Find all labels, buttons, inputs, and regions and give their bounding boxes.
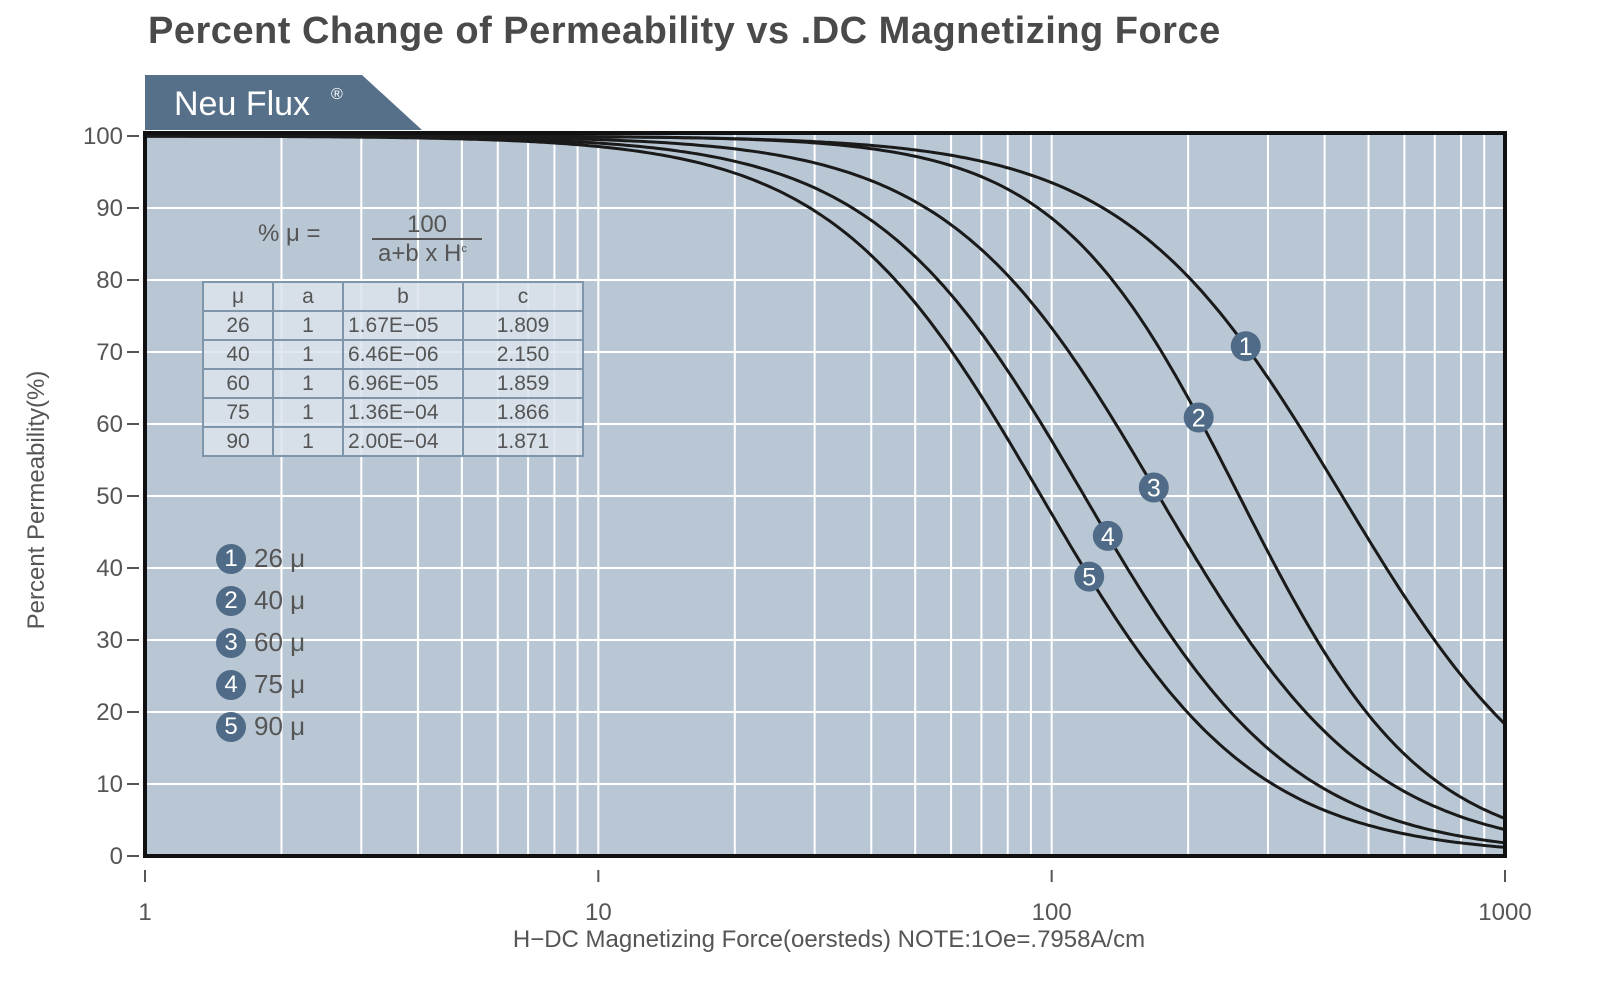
legend-marker: 3: [216, 627, 246, 658]
table-header: a: [272, 281, 344, 312]
y-tick-label: 20: [96, 699, 123, 726]
brand-tab-shape: [145, 75, 422, 130]
legend-label: 40 μ: [254, 585, 306, 615]
legend-item: 1 26 μ: [216, 543, 305, 574]
legend-label: 75 μ: [254, 669, 306, 699]
plot-area: [145, 133, 1505, 856]
table-header: b: [342, 281, 464, 312]
x-axis-label: H−DC Magnetizing Force(oersteds) NOTE:1O…: [512, 926, 1146, 953]
legend-item: 5 90 μ: [216, 711, 305, 742]
table-cell: 26: [202, 310, 274, 341]
legend-marker: 2: [216, 585, 246, 616]
legend-label: 90 μ: [254, 711, 306, 741]
formula-exponent: c: [461, 243, 467, 255]
markers: 1 2 3 45: [1074, 331, 1261, 592]
y-tick-label: 80: [96, 267, 123, 294]
table-cell: 2.150: [462, 339, 584, 370]
legend-marker: 5: [216, 711, 246, 742]
formula-lhs: % μ =: [258, 220, 321, 247]
formula-denominator-text: a+b x H: [378, 240, 462, 267]
y-tick-label: 0: [110, 843, 123, 870]
y-tick-label: 10: [96, 771, 123, 798]
coefficient-table: μ a b c 26 1 1.67E−05 1.809 40 1 6.46E−06 2.150…: [202, 281, 584, 457]
y-tick-label: 70: [96, 339, 123, 366]
table-row: 75 1 1.36E−04 1.866: [202, 397, 584, 428]
brand-name: Neu Flux: [174, 85, 310, 123]
y-tick-label: 50: [96, 483, 123, 510]
x-tick-label: 1: [138, 899, 151, 926]
y-axis-label: Percent Permeability(%): [23, 370, 50, 630]
series-marker-4: [1092, 520, 1123, 551]
table-cell: 1.866: [462, 397, 584, 428]
table-row: 40 1 6.46E−06 2.150: [202, 339, 584, 370]
series-marker-2: [1183, 402, 1214, 433]
table-cell: 1.36E−04: [342, 397, 464, 428]
y-tick-label: 60: [96, 411, 123, 438]
table-cell: 90: [202, 426, 274, 457]
series-marker-label: 2: [1192, 404, 1206, 432]
series-line-5: [144, 134, 1506, 849]
formula-numerator: 100: [372, 212, 482, 240]
brand-tab: Neu Flux ®: [145, 75, 422, 130]
table-cell: 1.859: [462, 368, 584, 399]
table-cell: 60: [202, 368, 274, 399]
series-marker-label: 3: [1147, 474, 1161, 502]
y-tick-label: 40: [96, 555, 123, 582]
table-cell: 1.67E−05: [342, 310, 464, 341]
legend-marker: 1: [216, 543, 246, 574]
legend-marker: 4: [216, 669, 246, 700]
table-cell: 1.871: [462, 426, 584, 457]
series-marker-label: 4: [1101, 523, 1115, 551]
grid: [145, 133, 1505, 856]
table-header: c: [462, 281, 584, 312]
x-tick-label: 10: [585, 899, 612, 926]
series-marker-5: [1074, 561, 1105, 592]
table-cell: 6.46E−06: [342, 339, 464, 370]
table-row: 26 1 1.67E−05 1.809: [202, 310, 584, 341]
table-cell: 1: [272, 310, 344, 341]
x-tick-label: 1000: [1478, 899, 1531, 926]
table-cell: 40: [202, 339, 274, 370]
table-header-row: μ a b c: [202, 281, 584, 312]
curves: [144, 134, 1507, 849]
formula-denominator: a+b x Hc: [378, 240, 467, 268]
series-marker-label: 1: [1239, 333, 1253, 361]
x-tick-label: 100: [1032, 899, 1072, 926]
legend-item: 3 60 μ: [216, 627, 305, 658]
table-cell: 1.809: [462, 310, 584, 341]
series-marker-3: [1138, 472, 1169, 503]
legend-item: 2 40 μ: [216, 585, 305, 616]
plot-frame: [143, 131, 1507, 858]
series-marker-label: 5: [1082, 564, 1096, 592]
table-cell: 2.00E−04: [342, 426, 464, 457]
y-tick-label: 100: [83, 123, 123, 150]
series-marker-1: [1230, 331, 1261, 362]
legend-label: 60 μ: [254, 627, 306, 657]
table-cell: 1: [272, 339, 344, 370]
table-cell: 1: [272, 368, 344, 399]
y-tick-label: 90: [96, 195, 123, 222]
legend-label: 26 μ: [254, 543, 306, 573]
table-cell: 6.96E−05: [342, 368, 464, 399]
legend-item: 4 75 μ: [216, 669, 305, 700]
table-cell: 1: [272, 426, 344, 457]
brand-registered-mark: ®: [331, 86, 343, 103]
table-cell: 1: [272, 397, 344, 428]
table-row: 90 1 2.00E−04 1.871: [202, 426, 584, 457]
table-header: μ: [202, 281, 274, 312]
y-tick-label: 30: [96, 627, 123, 654]
table-row: 60 1 6.96E−05 1.859: [202, 368, 584, 399]
table-cell: 75: [202, 397, 274, 428]
chart-title: Percent Change of Permeability vs .DC Ma…: [148, 10, 1221, 52]
